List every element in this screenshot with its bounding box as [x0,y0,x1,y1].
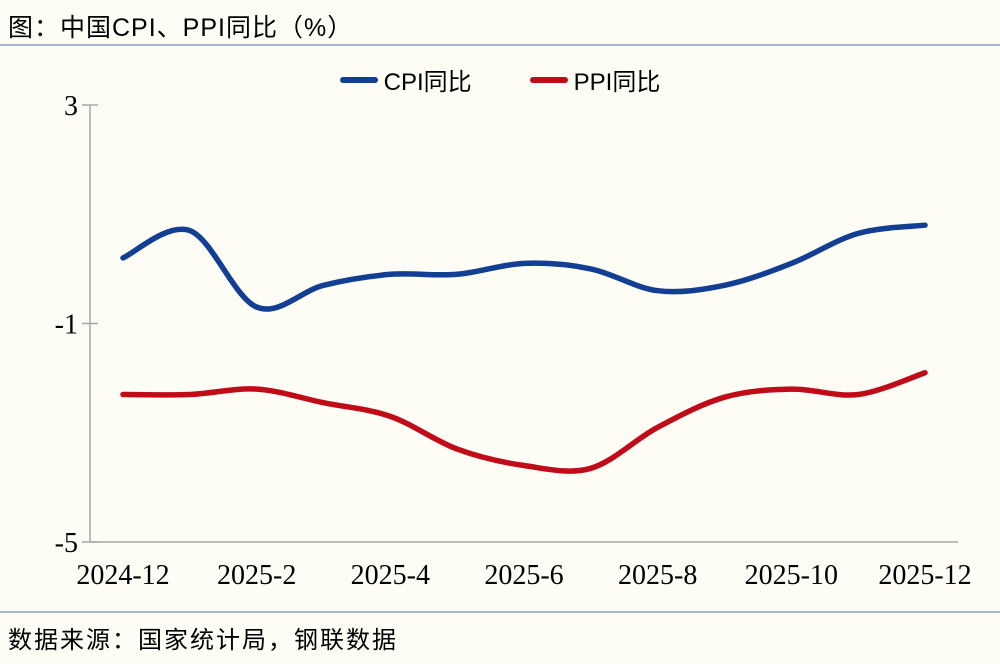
x-tick-label: 2024-12 [76,560,169,591]
top-divider [0,44,1000,46]
cpi-line-swatch [339,76,378,83]
y-tick-label: -5 [55,528,78,559]
legend-item-cpi: CPI同比 [339,62,472,97]
y-tick-label: 3 [64,91,78,122]
ppi-line-swatch [529,76,568,83]
legend-item-ppi: PPI同比 [529,62,661,97]
legend-label-ppi: PPI同比 [573,69,661,96]
x-tick-label: 2025-6 [484,560,563,591]
ppi-series-line [120,369,928,474]
y-tick-label: -1 [55,310,78,341]
data-source-note: 数据来源：国家统计局，钢联数据 [8,627,398,654]
legend-label-cpi: CPI同比 [383,69,472,96]
x-tick-label: 2025-4 [351,560,430,591]
chart-title: 图：中国CPI、PPI同比（%） [8,14,354,42]
x-tick-label: 2025-2 [217,560,296,591]
x-tick-label: 2025-12 [878,560,971,591]
chart-legend: CPI同比 PPI同比 [0,62,1000,97]
cpi-series-line [120,222,928,312]
bottom-divider [0,611,1000,613]
x-tick-label: 2025-10 [745,560,838,591]
x-tick-label: 2025-8 [618,560,697,591]
